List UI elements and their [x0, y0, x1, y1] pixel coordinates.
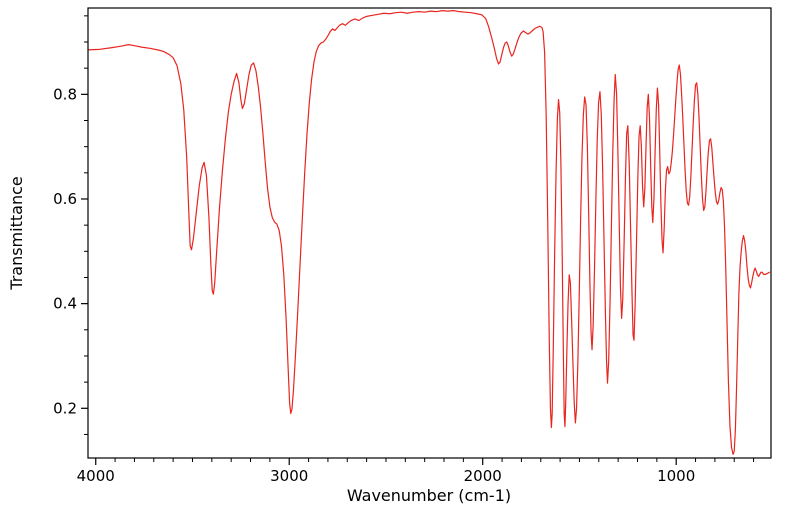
y-tick-label: 0.4 [53, 295, 77, 313]
y-tick-label: 0.6 [53, 190, 77, 208]
x-tick-label: 3000 [270, 467, 308, 485]
y-tick-label: 0.2 [53, 399, 77, 417]
x-tick-label: 4000 [77, 467, 115, 485]
spectrum-line [88, 10, 771, 455]
y-axis-label: Transmittance [7, 176, 26, 290]
x-tick-label: 2000 [464, 467, 502, 485]
x-tick-label: 1000 [657, 467, 695, 485]
axis-ticks: 4000 3000 2000 1000 0.2 0.4 0.6 0.8 [53, 15, 755, 485]
x-axis-label: Wavenumber (cm-1) [347, 486, 511, 505]
plot-frame [87, 7, 772, 459]
plot-area [88, 10, 771, 455]
y-tick-label: 0.8 [53, 85, 77, 103]
